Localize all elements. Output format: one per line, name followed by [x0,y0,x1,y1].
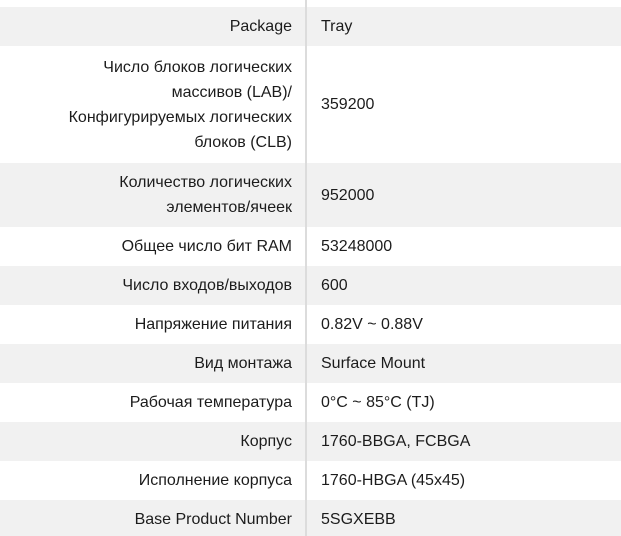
spec-row-package-case: Корпус 1760-BBGA, FCBGA [0,422,621,461]
spec-label: Общее число бит RAM [121,238,292,255]
spec-row-logic-elements: Количество логических элементов/ячеек 95… [0,163,621,227]
spec-label: Корпус [240,433,292,450]
spec-value: Surface Mount [321,355,426,372]
spec-row-io-count: Число входов/выходов 600 [0,266,621,305]
spec-value: 1760-BBGA, FCBGA [321,433,471,450]
spec-row-package: Package Tray [0,7,621,46]
spec-label: Количество логических элементов/ячеек [119,174,292,216]
spec-label: Рабочая температура [129,394,292,411]
spec-row-package-variant: Исполнение корпуса 1760-HBGA (45x45) [0,461,621,500]
spec-label: Напряжение питания [134,316,292,333]
spec-label: Package [229,18,292,35]
spec-value: 53248000 [321,238,393,255]
spec-value: 0°C ~ 85°C (TJ) [321,394,435,411]
spec-value: 1760-HBGA (45x45) [321,472,466,489]
spec-value: 600 [321,277,348,294]
spec-value: 0.82V ~ 0.88V [321,316,423,333]
spec-value: 5SGXEBB [321,511,396,528]
spec-value: 359200 [321,96,375,113]
spec-row-base-product-number: Base Product Number 5SGXEBB [0,500,621,536]
spec-row-operating-temperature: Рабочая температура 0°C ~ 85°C (TJ) [0,383,621,422]
spec-label: Число блоков логических массивов (LAB)/ … [68,58,292,151]
spec-row-ram-bits: Общее число бит RAM 53248000 [0,227,621,266]
spec-row-lab-clb-count: Число блоков логических массивов (LAB)/ … [0,46,621,163]
spec-label: Вид монтажа [194,355,292,372]
spec-value: Tray [321,18,353,35]
spec-label: Число входов/выходов [122,277,292,294]
spec-label: Исполнение корпуса [138,472,292,489]
spec-row-mounting-type: Вид монтажа Surface Mount [0,344,621,383]
product-specs-table: Package Tray Число блоков логических мас… [0,7,621,536]
spec-value: 952000 [321,186,375,204]
spec-row-supply-voltage: Напряжение питания 0.82V ~ 0.88V [0,305,621,344]
column-divider [305,0,307,536]
spec-label: Base Product Number [134,511,292,528]
